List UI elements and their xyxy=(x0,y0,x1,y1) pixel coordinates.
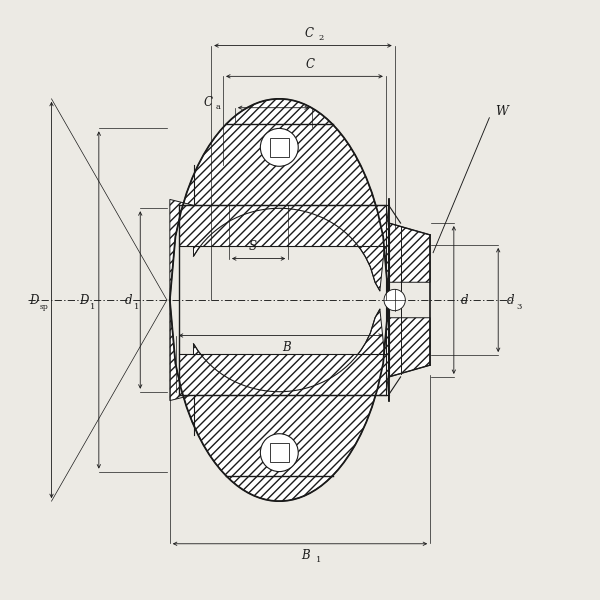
Polygon shape xyxy=(389,318,430,377)
Polygon shape xyxy=(179,205,386,245)
Circle shape xyxy=(384,289,406,311)
Text: 1: 1 xyxy=(134,303,139,311)
Circle shape xyxy=(260,128,298,166)
Circle shape xyxy=(260,434,298,472)
Text: d: d xyxy=(125,293,132,307)
Text: 3: 3 xyxy=(517,303,522,311)
Text: C: C xyxy=(204,97,213,109)
Text: B: B xyxy=(302,549,310,562)
Text: B: B xyxy=(283,341,291,354)
Polygon shape xyxy=(170,99,389,300)
Bar xyxy=(270,138,289,157)
Text: C: C xyxy=(304,27,313,40)
Polygon shape xyxy=(389,223,430,282)
Text: C: C xyxy=(306,58,315,71)
Text: D: D xyxy=(79,293,89,307)
Text: D: D xyxy=(29,293,38,307)
Text: W: W xyxy=(495,106,508,118)
Polygon shape xyxy=(179,355,386,395)
Text: d: d xyxy=(506,293,514,307)
Polygon shape xyxy=(170,300,389,501)
Text: S: S xyxy=(248,240,257,253)
Bar xyxy=(270,443,289,462)
Text: a: a xyxy=(216,103,221,111)
Text: sp: sp xyxy=(40,303,48,311)
Text: 1: 1 xyxy=(316,556,322,564)
Text: 1: 1 xyxy=(90,303,95,311)
Text: d: d xyxy=(461,293,468,307)
Text: 2: 2 xyxy=(318,34,323,43)
